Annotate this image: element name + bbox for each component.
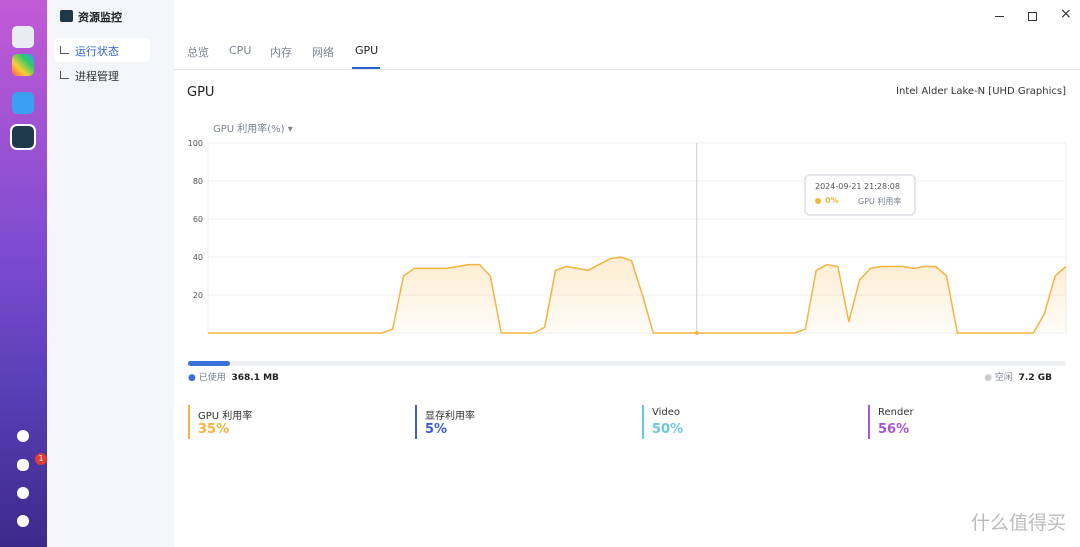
y-tick-label: 100 xyxy=(188,139,203,148)
badge: 1 xyxy=(35,453,47,465)
device-name: Intel Alder Lake-N [UHD Graphics] xyxy=(896,86,1066,97)
tab[interactable]: 内存 xyxy=(270,46,292,59)
sidebar-item[interactable] xyxy=(54,38,150,62)
tab[interactable]: CPU xyxy=(229,44,252,57)
tooltip-value: 0% xyxy=(825,196,839,205)
stat-value: 50% xyxy=(652,422,684,437)
chart: 20 40 60 80 100 xyxy=(188,139,1067,335)
close[interactable]: × xyxy=(1060,6,1072,22)
tooltip-dot xyxy=(815,198,821,204)
hover-point xyxy=(694,331,699,335)
window-title: 资源监控 xyxy=(78,11,122,24)
bell-icon[interactable] xyxy=(17,459,29,471)
stat-name: GPU 利用率 xyxy=(198,411,253,422)
settings-icon[interactable] xyxy=(17,515,29,527)
y-tick-label: 80 xyxy=(193,177,203,186)
tooltip-time: 2024-09-21 21:28:08 xyxy=(815,182,900,191)
stat-bar xyxy=(642,405,644,439)
minimize[interactable] xyxy=(995,16,1004,17)
free-value: 7.2 GB xyxy=(1018,373,1052,383)
used-label: 已使用 xyxy=(198,373,226,383)
tab-underline xyxy=(352,67,380,69)
stat-name: 显存利用率 xyxy=(425,411,475,422)
tooltip-series: GPU 利用率 xyxy=(858,197,902,206)
panel-title: GPU xyxy=(187,85,215,100)
stat-value: 5% xyxy=(425,422,448,437)
tab[interactable]: 总览 xyxy=(187,46,209,59)
divider xyxy=(174,69,1080,70)
tab[interactable]: 网络 xyxy=(312,46,334,59)
sidebar-icon xyxy=(60,71,69,79)
help-icon[interactable] xyxy=(17,430,29,442)
files-icon[interactable] xyxy=(12,92,34,114)
watermark: 什么值得买 xyxy=(970,512,1066,534)
free-label: 空闲 xyxy=(994,373,1013,383)
memory-used: ● 已使用 368.1 MB xyxy=(188,373,279,383)
sidebar-label: 运行状态 xyxy=(75,45,119,58)
app-icon xyxy=(60,10,73,22)
y-tick-label: 40 xyxy=(193,253,203,262)
user-icon[interactable] xyxy=(17,487,29,499)
resource-icon[interactable] xyxy=(10,124,36,150)
title-bar: 资源监控 × xyxy=(47,0,1080,33)
tooltip: 2024-09-21 21:28:08 0% GPU 利用率 xyxy=(804,174,916,216)
y-tick-label: 60 xyxy=(193,215,203,224)
stat-value: 35% xyxy=(198,422,230,437)
maximize[interactable] xyxy=(1028,12,1037,21)
memory-free: ● 空闲 7.2 GB xyxy=(984,373,1052,383)
stat-name: Video xyxy=(652,407,681,418)
monitor-icon[interactable] xyxy=(12,26,34,48)
memory-bar xyxy=(188,361,1066,366)
metric-label: GPU 利用率(%) xyxy=(213,124,285,135)
memory-used-bar xyxy=(188,361,230,366)
stat-name: Render xyxy=(878,407,914,418)
sidebar-icon xyxy=(60,46,69,54)
dock: 1 xyxy=(0,0,47,547)
line xyxy=(208,256,1067,334)
tab[interactable]: GPU xyxy=(355,44,379,57)
used-value: 368.1 MB xyxy=(231,373,279,383)
stat-bar xyxy=(188,405,190,439)
sidebar-label: 进程管理 xyxy=(75,70,119,83)
sidebar xyxy=(47,0,174,547)
stat-bar xyxy=(868,405,870,439)
metric-select[interactable]: GPU 利用率(%) ▾ xyxy=(213,124,293,135)
stat-value: 56% xyxy=(878,422,910,437)
apps-icon[interactable] xyxy=(12,54,34,76)
stat-bar xyxy=(415,405,417,439)
y-tick-label: 20 xyxy=(193,291,203,300)
